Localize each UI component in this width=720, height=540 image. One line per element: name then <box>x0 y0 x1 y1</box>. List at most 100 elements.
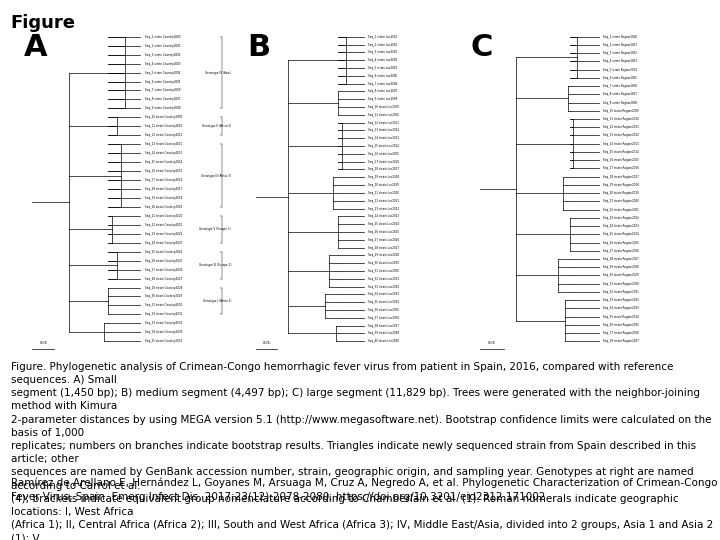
Text: Seq_24 strain Loc2023: Seq_24 strain Loc2023 <box>368 214 399 218</box>
Text: Seq_27 strain Region2026: Seq_27 strain Region2026 <box>603 249 639 253</box>
Text: Seq_11 strain Loc2010: Seq_11 strain Loc2010 <box>368 113 399 117</box>
Text: Seq_20 strain Loc2019: Seq_20 strain Loc2019 <box>368 183 399 187</box>
Text: Seq_5 strain Country2004: Seq_5 strain Country2004 <box>145 71 180 75</box>
Text: Seq_17 strain Country2016: Seq_17 strain Country2016 <box>145 178 182 182</box>
Text: Seq_10 strain Region2009: Seq_10 strain Region2009 <box>603 109 639 113</box>
Text: Seq_29 strain Loc2028: Seq_29 strain Loc2028 <box>368 253 399 258</box>
Text: Seq_29 strain Country2028: Seq_29 strain Country2028 <box>145 286 182 289</box>
Text: Seq_38 strain Loc2037: Seq_38 strain Loc2037 <box>368 323 399 328</box>
Text: Seq_28 strain Region2027: Seq_28 strain Region2027 <box>603 257 639 261</box>
Text: Seq_2 strain Region2001: Seq_2 strain Region2001 <box>603 43 637 47</box>
Text: Seq_34 strain Region2033: Seq_34 strain Region2033 <box>603 306 639 310</box>
Text: 0.05: 0.05 <box>488 341 495 345</box>
Text: Seq_12 strain Loc2011: Seq_12 strain Loc2011 <box>368 120 399 125</box>
Text: Seq_15 strain Region2014: Seq_15 strain Region2014 <box>603 150 639 154</box>
Text: Seq_33 strain Country2032: Seq_33 strain Country2032 <box>145 321 182 326</box>
Text: Seq_9 strain Loc2008: Seq_9 strain Loc2008 <box>368 97 397 101</box>
Text: Figure: Figure <box>11 14 76 31</box>
Text: Seq_1 strain Region2000: Seq_1 strain Region2000 <box>603 35 637 39</box>
Text: Seq_7 strain Region2006: Seq_7 strain Region2006 <box>603 84 637 88</box>
Text: Seq_25 strain Loc2024: Seq_25 strain Loc2024 <box>368 222 399 226</box>
Text: Genotype II (Africa 2): Genotype II (Africa 2) <box>202 124 231 129</box>
Text: Seq_3 strain Region2002: Seq_3 strain Region2002 <box>603 51 637 55</box>
Text: Genotype I (Africa 1): Genotype I (Africa 1) <box>202 299 231 303</box>
Text: Ramírez de Arellano E, Hernández L, Goyanes M, Arsuaga M, Cruz A, Negredo A, et : Ramírez de Arellano E, Hernández L, Goya… <box>11 478 720 502</box>
Text: Seq_4 strain Region2003: Seq_4 strain Region2003 <box>603 59 637 63</box>
Text: A: A <box>24 33 48 63</box>
Text: Seq_24 strain Country2023: Seq_24 strain Country2023 <box>145 241 182 245</box>
Text: B: B <box>247 33 270 63</box>
Text: Seq_6 strain Country2005: Seq_6 strain Country2005 <box>145 79 180 84</box>
Text: Seq_17 strain Loc2016: Seq_17 strain Loc2016 <box>368 160 399 164</box>
Text: Seq_25 strain Country2024: Seq_25 strain Country2024 <box>145 249 182 254</box>
Text: Seq_10 strain Country2009: Seq_10 strain Country2009 <box>145 116 182 119</box>
Text: Seq_36 strain Region2035: Seq_36 strain Region2035 <box>603 323 639 327</box>
Text: Seq_37 strain Loc2036: Seq_37 strain Loc2036 <box>368 316 399 320</box>
Text: 0.05: 0.05 <box>263 341 270 345</box>
Text: Seq_24 strain Region2023: Seq_24 strain Region2023 <box>603 224 639 228</box>
Text: Seq_21 strain Loc2020: Seq_21 strain Loc2020 <box>368 191 399 195</box>
Text: Seq_1 strain Loc2000: Seq_1 strain Loc2000 <box>368 35 397 39</box>
Text: Seq_8 strain Country2007: Seq_8 strain Country2007 <box>145 97 180 102</box>
Text: Seq_32 strain Country2031: Seq_32 strain Country2031 <box>145 313 182 316</box>
Text: Seq_8 strain Loc2007: Seq_8 strain Loc2007 <box>368 90 397 93</box>
Text: Seq_12 strain Region2011: Seq_12 strain Region2011 <box>603 125 639 129</box>
Text: Seq_15 strain Loc2014: Seq_15 strain Loc2014 <box>368 144 399 148</box>
Text: Seq_5 strain Loc2004: Seq_5 strain Loc2004 <box>368 66 397 70</box>
Text: Seq_35 strain Loc2034: Seq_35 strain Loc2034 <box>368 300 399 304</box>
Text: Seq_22 strain Region2021: Seq_22 strain Region2021 <box>603 207 639 212</box>
Text: Seq_27 strain Country2026: Seq_27 strain Country2026 <box>145 268 182 272</box>
Text: Seq_17 strain Region2016: Seq_17 strain Region2016 <box>603 166 639 171</box>
Text: Seq_12 strain Country2011: Seq_12 strain Country2011 <box>145 133 182 137</box>
Text: Genotype VI (Europe 2): Genotype VI (Europe 2) <box>199 263 231 267</box>
Text: Seq_14 strain Region2013: Seq_14 strain Region2013 <box>603 141 639 146</box>
Text: Seq_32 strain Loc2031: Seq_32 strain Loc2031 <box>368 277 399 281</box>
Text: Seq_5 strain Region2004: Seq_5 strain Region2004 <box>603 68 637 72</box>
Text: Seq_32 strain Region2031: Seq_32 strain Region2031 <box>603 290 639 294</box>
Text: Seq_2 strain Loc2001: Seq_2 strain Loc2001 <box>368 43 397 46</box>
Text: Seq_16 strain Loc2015: Seq_16 strain Loc2015 <box>368 152 399 156</box>
Text: Seq_3 strain Country2002: Seq_3 strain Country2002 <box>145 52 180 57</box>
Text: Seq_34 strain Country2033: Seq_34 strain Country2033 <box>145 330 182 334</box>
Text: Genotype V (Europe 1): Genotype V (Europe 1) <box>199 227 231 231</box>
Text: Seq_28 strain Country2027: Seq_28 strain Country2027 <box>145 276 182 281</box>
Text: Seq_8 strain Region2007: Seq_8 strain Region2007 <box>603 92 637 96</box>
Text: Seq_20 strain Country2019: Seq_20 strain Country2019 <box>145 205 182 209</box>
Text: Seq_19 strain Loc2018: Seq_19 strain Loc2018 <box>368 176 399 179</box>
Text: Seq_9 strain Country2008: Seq_9 strain Country2008 <box>145 106 180 110</box>
Text: Genotype III (Africa 3): Genotype III (Africa 3) <box>201 173 231 178</box>
Text: Seq_16 strain Country2015: Seq_16 strain Country2015 <box>145 169 182 173</box>
Text: Seq_6 strain Region2005: Seq_6 strain Region2005 <box>603 76 637 80</box>
Text: Seq_28 strain Loc2027: Seq_28 strain Loc2027 <box>368 246 399 249</box>
Text: Seq_19 strain Country2018: Seq_19 strain Country2018 <box>145 196 182 200</box>
Text: Seq_13 strain Region2012: Seq_13 strain Region2012 <box>603 133 639 138</box>
Text: Seq_23 strain Region2022: Seq_23 strain Region2022 <box>603 216 639 220</box>
Text: Seq_29 strain Region2028: Seq_29 strain Region2028 <box>603 265 639 269</box>
Text: Seq_11 strain Country2010: Seq_11 strain Country2010 <box>145 124 182 129</box>
Text: Seq_21 strain Country2020: Seq_21 strain Country2020 <box>145 214 182 218</box>
Text: Seq_20 strain Region2019: Seq_20 strain Region2019 <box>603 191 639 195</box>
Text: Seq_30 strain Loc2029: Seq_30 strain Loc2029 <box>368 261 399 265</box>
Text: Seq_11 strain Region2010: Seq_11 strain Region2010 <box>603 117 639 121</box>
Text: Seq_30 strain Region2029: Seq_30 strain Region2029 <box>603 273 639 278</box>
Text: Seq_13 strain Loc2012: Seq_13 strain Loc2012 <box>368 129 399 132</box>
Text: 0.05: 0.05 <box>40 341 47 345</box>
Text: Seq_10 strain Loc2009: Seq_10 strain Loc2009 <box>368 105 399 109</box>
Text: Seq_7 strain Loc2006: Seq_7 strain Loc2006 <box>368 82 397 85</box>
Text: Seq_37 strain Region2036: Seq_37 strain Region2036 <box>603 331 639 335</box>
Text: Genotype IV (Asia): Genotype IV (Asia) <box>205 71 231 75</box>
Text: Seq_7 strain Country2006: Seq_7 strain Country2006 <box>145 89 180 92</box>
Text: Seq_27 strain Loc2026: Seq_27 strain Loc2026 <box>368 238 399 242</box>
Text: Seq_26 strain Loc2025: Seq_26 strain Loc2025 <box>368 230 399 234</box>
Text: Seq_18 strain Country2017: Seq_18 strain Country2017 <box>145 187 182 191</box>
Text: Seq_9 strain Region2008: Seq_9 strain Region2008 <box>603 100 637 105</box>
Text: Seq_40 strain Loc2039: Seq_40 strain Loc2039 <box>368 339 399 343</box>
Text: Seq_16 strain Region2015: Seq_16 strain Region2015 <box>603 158 639 162</box>
Text: Seq_23 strain Country2022: Seq_23 strain Country2022 <box>145 232 182 236</box>
Text: Seq_23 strain Loc2022: Seq_23 strain Loc2022 <box>368 206 399 211</box>
Text: Seq_26 strain Region2025: Seq_26 strain Region2025 <box>603 240 639 245</box>
Text: Seq_33 strain Region2032: Seq_33 strain Region2032 <box>603 298 639 302</box>
Text: Seq_22 strain Country2021: Seq_22 strain Country2021 <box>145 223 182 227</box>
Text: Seq_25 strain Region2024: Seq_25 strain Region2024 <box>603 232 639 237</box>
Text: Seq_31 strain Country2030: Seq_31 strain Country2030 <box>145 303 182 307</box>
